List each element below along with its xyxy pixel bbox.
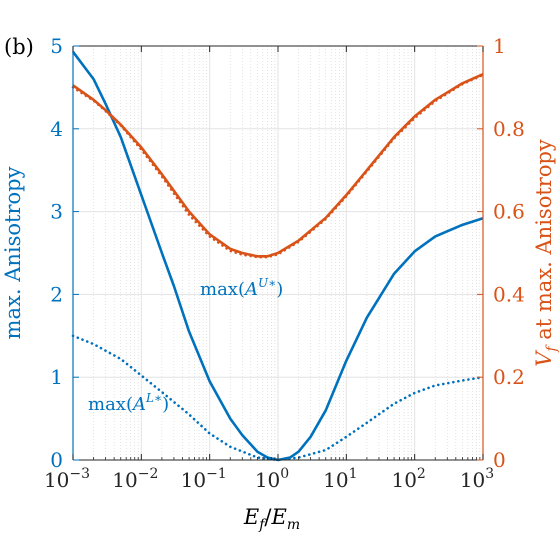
x-label-sub2: m — [287, 517, 300, 533]
y-left-tick-label: 2 — [50, 282, 63, 306]
x-label-main2: E — [270, 505, 286, 529]
y-axis-right-label: Vf at max. Anisotropy — [532, 139, 560, 367]
y-axis-left-label: max. Anisotropy — [1, 166, 25, 339]
x-label-slash: / — [264, 505, 272, 529]
y-right-tick-label: 0.2 — [493, 365, 525, 389]
y-axis-right-label-sub: f — [544, 344, 560, 353]
series-line-4 — [71, 73, 485, 259]
y-right-tick-label: 0 — [493, 448, 506, 472]
y-left-tick-label: 4 — [50, 117, 63, 141]
x-label-sub1: f — [258, 517, 267, 533]
y-right-tick-label: 0.8 — [493, 117, 525, 141]
x-tick-label: 10−1 — [181, 466, 227, 492]
y-right-tick-label: 0.4 — [493, 282, 525, 306]
y-right-tick-label: 1 — [493, 34, 506, 58]
y-right-tick-label: 0.6 — [493, 200, 525, 224]
axes — [72, 45, 484, 461]
tick-labels: 10−3 10−2 10−1 100 101 102 10301234500.20.40.6… — [44, 34, 525, 492]
x-label-main: E — [243, 505, 259, 529]
y-axis-right-label-main: V — [532, 350, 556, 367]
panel-label: (b) — [4, 35, 34, 59]
y-left-tick-label: 5 — [50, 34, 63, 58]
x-tick-label: 102 — [391, 466, 425, 492]
x-axis-label: Ef/Em — [243, 505, 300, 533]
x-tick-label: 101 — [323, 466, 357, 492]
annotation-upper: max(AU∗) — [200, 276, 283, 300]
y-left-tick-label: 1 — [50, 365, 63, 389]
y-axis-right-label-rest: at max. Anisotropy — [532, 139, 556, 346]
x-tick-label: 10−3 — [44, 466, 90, 492]
y-left-tick-label: 0 — [50, 448, 63, 472]
y-left-tick-label: 3 — [50, 200, 63, 224]
annotation-lower: max(AL∗) — [88, 391, 169, 415]
x-tick-label: 10−2 — [112, 466, 158, 492]
x-tick-label: 103 — [460, 466, 494, 492]
x-tick-label: 100 — [255, 466, 289, 492]
